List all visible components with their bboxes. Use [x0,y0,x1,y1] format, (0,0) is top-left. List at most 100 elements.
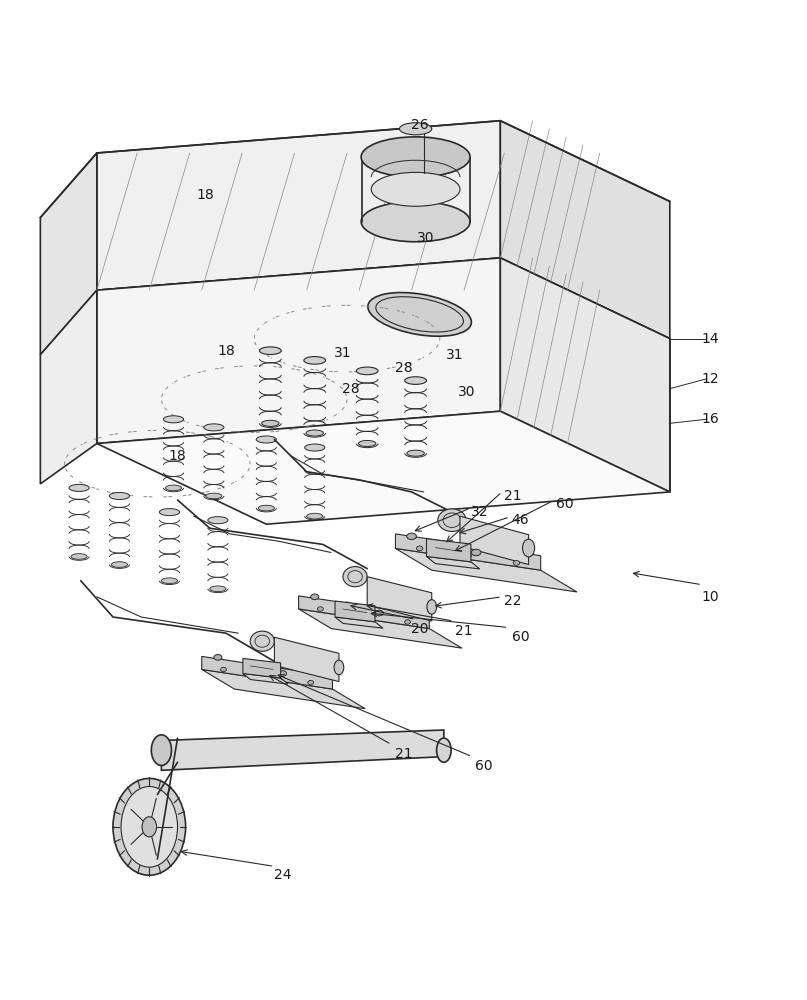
Text: 26: 26 [411,118,429,132]
Ellipse shape [416,546,423,551]
Ellipse shape [165,485,182,491]
Ellipse shape [358,440,376,447]
Ellipse shape [439,541,449,548]
Ellipse shape [465,553,471,558]
Text: 22: 22 [504,594,521,608]
Ellipse shape [203,424,224,431]
Ellipse shape [407,450,424,456]
Ellipse shape [220,667,227,672]
Ellipse shape [371,172,460,206]
Polygon shape [460,516,529,565]
Ellipse shape [361,613,367,618]
Polygon shape [367,577,432,621]
Text: 60: 60 [475,759,493,773]
Ellipse shape [427,600,437,614]
Ellipse shape [307,680,314,685]
Text: 31: 31 [445,348,463,362]
Polygon shape [40,290,97,484]
Ellipse shape [404,620,411,624]
Text: 21: 21 [395,747,412,761]
Ellipse shape [113,778,186,875]
Text: 28: 28 [342,382,360,396]
Text: 18: 18 [197,188,215,202]
Ellipse shape [214,655,222,660]
Ellipse shape [259,347,281,355]
Ellipse shape [250,631,274,651]
Polygon shape [395,534,541,570]
Ellipse shape [522,539,534,557]
Ellipse shape [306,430,324,436]
Polygon shape [243,658,281,678]
Text: 20: 20 [411,622,429,636]
Text: 16: 16 [701,412,719,426]
Ellipse shape [407,533,416,540]
Ellipse shape [343,567,367,587]
Ellipse shape [69,484,89,491]
Ellipse shape [161,578,178,584]
Ellipse shape [163,416,183,423]
Ellipse shape [109,492,129,499]
Text: 32: 32 [471,505,489,519]
Ellipse shape [111,562,128,567]
Ellipse shape [317,607,324,611]
Polygon shape [299,596,429,629]
Text: 10: 10 [701,590,719,604]
Text: 21: 21 [455,624,473,638]
Ellipse shape [305,444,324,451]
Ellipse shape [303,357,325,364]
Text: 60: 60 [556,497,574,511]
Ellipse shape [307,513,323,519]
Text: 31: 31 [334,346,352,360]
Polygon shape [426,556,479,569]
Polygon shape [335,617,383,628]
Text: 18: 18 [169,449,186,463]
Text: 18: 18 [217,344,235,358]
Polygon shape [500,258,670,492]
Ellipse shape [437,509,466,531]
Ellipse shape [151,735,171,766]
Ellipse shape [343,602,351,608]
Text: 28: 28 [395,361,412,375]
Text: 46: 46 [512,513,529,527]
Ellipse shape [311,594,319,600]
Ellipse shape [437,738,451,762]
Ellipse shape [246,663,254,668]
Text: 30: 30 [416,231,434,245]
Ellipse shape [361,137,470,177]
Ellipse shape [278,671,286,676]
Ellipse shape [142,817,157,837]
Polygon shape [97,258,500,444]
Text: 30: 30 [458,385,475,399]
Ellipse shape [264,674,270,678]
Polygon shape [97,258,670,371]
Polygon shape [161,730,444,770]
Ellipse shape [257,436,276,443]
Polygon shape [500,121,670,339]
Ellipse shape [71,554,87,559]
Polygon shape [299,609,462,648]
Polygon shape [97,121,500,290]
Ellipse shape [399,123,432,135]
Polygon shape [426,539,470,562]
Polygon shape [274,637,339,682]
Ellipse shape [375,610,383,616]
Polygon shape [40,153,97,355]
Ellipse shape [368,293,471,336]
Polygon shape [395,548,577,592]
Polygon shape [335,601,375,622]
Text: 21: 21 [504,489,521,503]
Polygon shape [202,669,365,709]
Ellipse shape [208,517,228,524]
Text: 12: 12 [701,372,719,386]
Text: 24: 24 [274,868,291,882]
Ellipse shape [121,786,178,867]
Text: 14: 14 [701,332,719,346]
Ellipse shape [513,561,520,565]
Ellipse shape [334,660,344,675]
Ellipse shape [361,201,470,242]
Ellipse shape [356,367,378,375]
Ellipse shape [258,505,274,511]
Ellipse shape [210,586,226,592]
Ellipse shape [159,509,179,516]
Polygon shape [97,411,670,524]
